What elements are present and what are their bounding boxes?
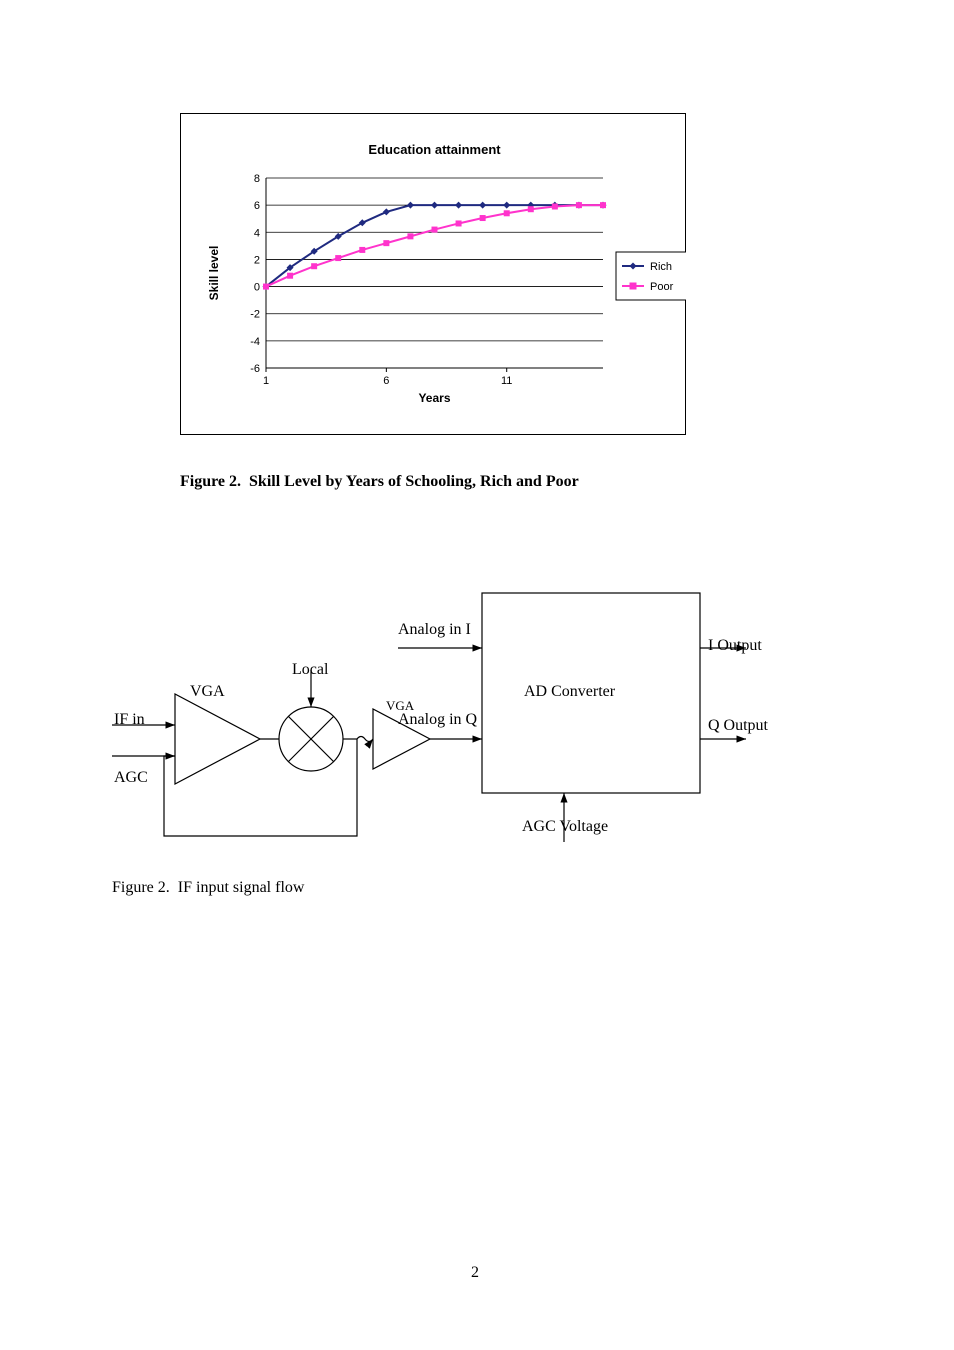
label-analog-in-q: Analog in Q — [398, 712, 477, 728]
label-analog-in-i: Analog in I — [398, 622, 471, 638]
page-number: 2 — [471, 1265, 479, 1281]
label-agc-voltage: AGC Voltage — [522, 819, 608, 835]
label-i-output: I Output — [708, 638, 762, 654]
page: -6-4-2024681611Education attainmentSkill… — [0, 0, 954, 1350]
label-q-output: Q Output — [708, 718, 768, 734]
label-agc: AGC — [114, 770, 148, 786]
label-vga-top: VGA — [190, 684, 225, 700]
diagram-caption: Figure 2. IF input signal flow — [112, 880, 304, 896]
label-local: Local — [292, 662, 328, 678]
label-adc-title: AD Converter — [524, 684, 615, 700]
label-if-in: IF in — [114, 712, 145, 728]
signal-flow-diagram — [0, 0, 954, 900]
